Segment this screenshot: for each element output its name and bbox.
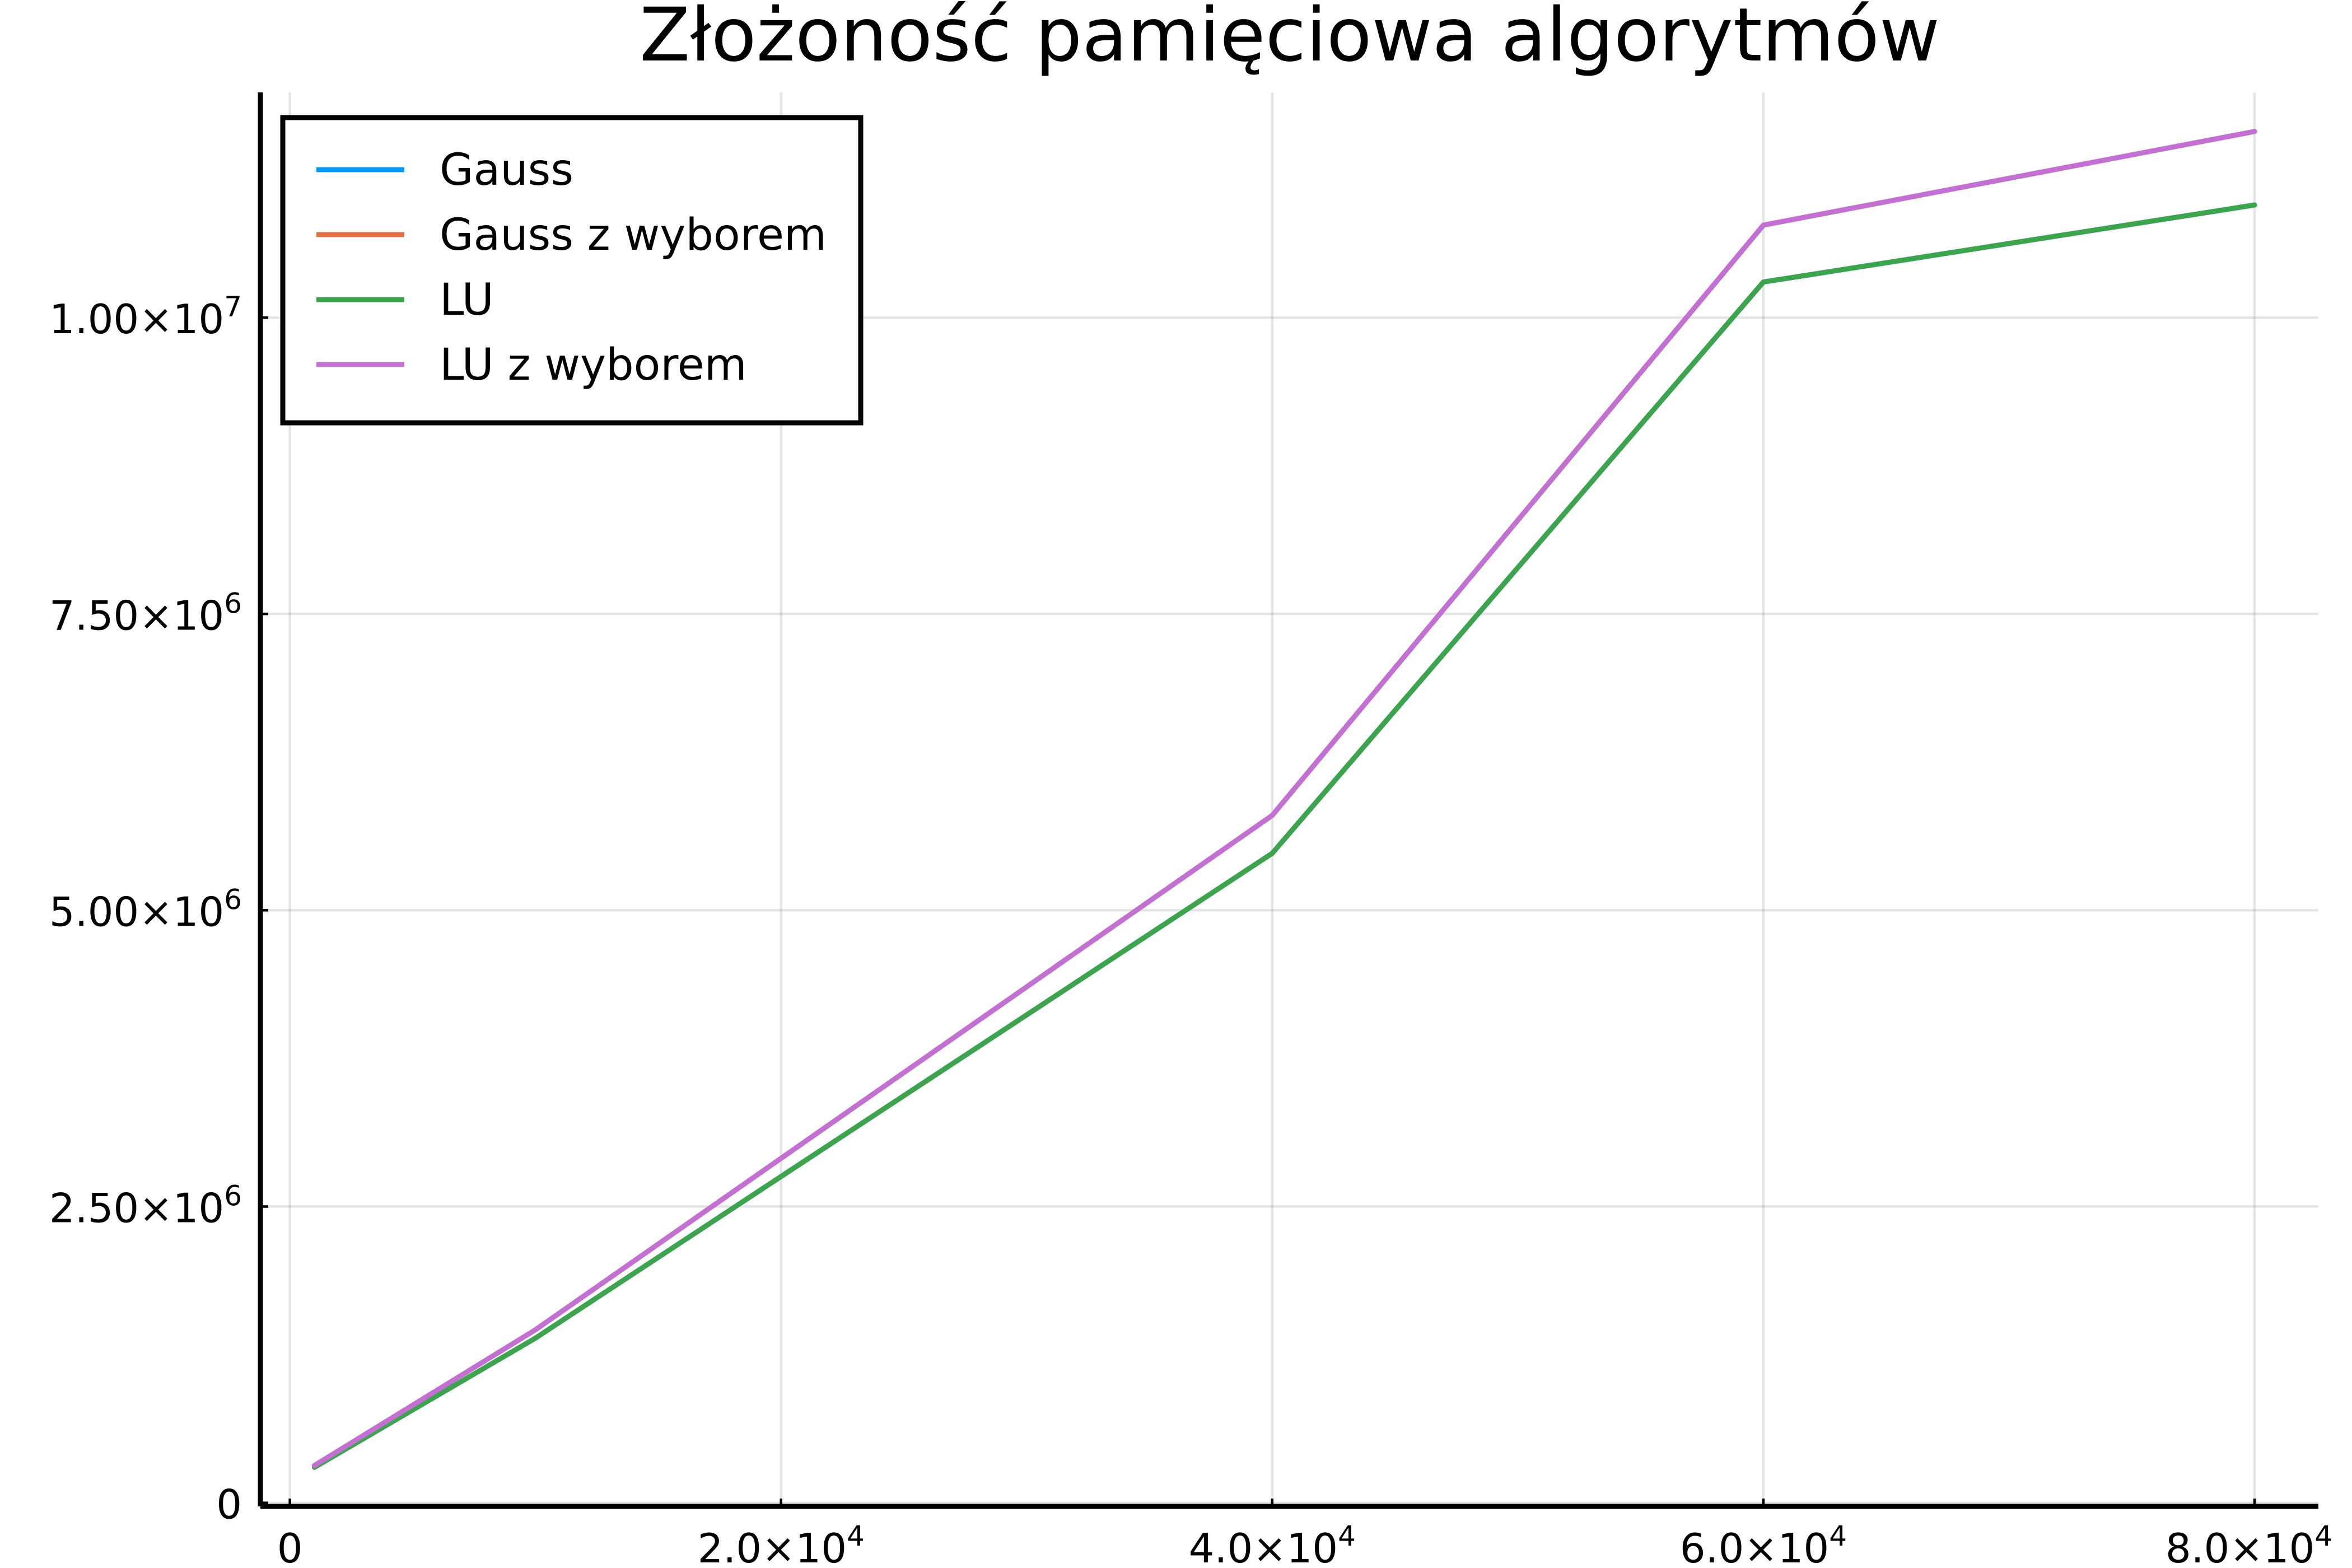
legend-label: Gauss z wyborem <box>440 210 827 260</box>
legend-label: LU <box>440 275 494 325</box>
legend: Gauss Gauss z wyborem LU LU z wyborem <box>280 115 864 426</box>
x-tick-label: 6.0×104 <box>1680 1520 1847 1568</box>
x-tick-label-base: 6.0×10 <box>1680 1525 1829 1568</box>
legend-label: LU z wyborem <box>440 340 747 390</box>
series-lines <box>312 129 2257 1470</box>
x-tick-label-exponent: 4 <box>2314 1520 2332 1552</box>
y-tick-label-base: 0 <box>216 1481 242 1528</box>
x-tick-label: 2.0×104 <box>698 1520 865 1568</box>
tick-labels: 0 2.0×104 4.0×104 6.0×104 8.0×10402.50×1065.… <box>49 291 2332 1568</box>
axes <box>258 92 2318 1509</box>
y-tick-label-exponent: 6 <box>224 883 242 916</box>
x-tick-label-exponent: 4 <box>847 1520 865 1552</box>
y-tick-label-exponent: 6 <box>224 587 242 619</box>
y-tick-label-base: 7.50×10 <box>49 592 224 639</box>
x-tick-label: 0 <box>277 1525 303 1568</box>
y-tick-label-base: 5.00×10 <box>49 888 224 935</box>
legend-label: Gauss <box>440 145 573 195</box>
x-tick-label-base: 4.0×10 <box>1189 1525 1338 1568</box>
y-tick-label: 2.50×106 <box>49 1180 242 1232</box>
series-line-4 <box>312 129 2257 1468</box>
y-tick-label-base: 2.50×10 <box>49 1185 224 1232</box>
x-tick-label-exponent: 4 <box>1829 1520 1847 1552</box>
x-tick-label: 8.0×104 <box>2166 1520 2332 1568</box>
chart-title: Złożoność pamięciowa algorytmów <box>640 0 1940 78</box>
x-tick-label-base: 8.0×10 <box>2166 1525 2314 1568</box>
y-tick-label-base: 1.00×10 <box>49 296 224 343</box>
x-tick-label-base: 2.0×10 <box>698 1525 847 1568</box>
y-tick-label: 7.50×106 <box>49 587 242 639</box>
y-tick-label: 1.00×107 <box>49 291 242 343</box>
x-tick-label-exponent: 4 <box>1338 1520 1356 1552</box>
y-tick-label: 5.00×106 <box>49 883 242 935</box>
y-tick-label-exponent: 6 <box>224 1180 242 1212</box>
y-tick-label-exponent: 7 <box>224 291 242 323</box>
x-tick-label-base: 0 <box>277 1525 303 1568</box>
series-line-3 <box>312 202 2257 1470</box>
y-tick-label: 0 <box>216 1481 242 1528</box>
x-tick-label: 4.0×104 <box>1189 1520 1356 1568</box>
